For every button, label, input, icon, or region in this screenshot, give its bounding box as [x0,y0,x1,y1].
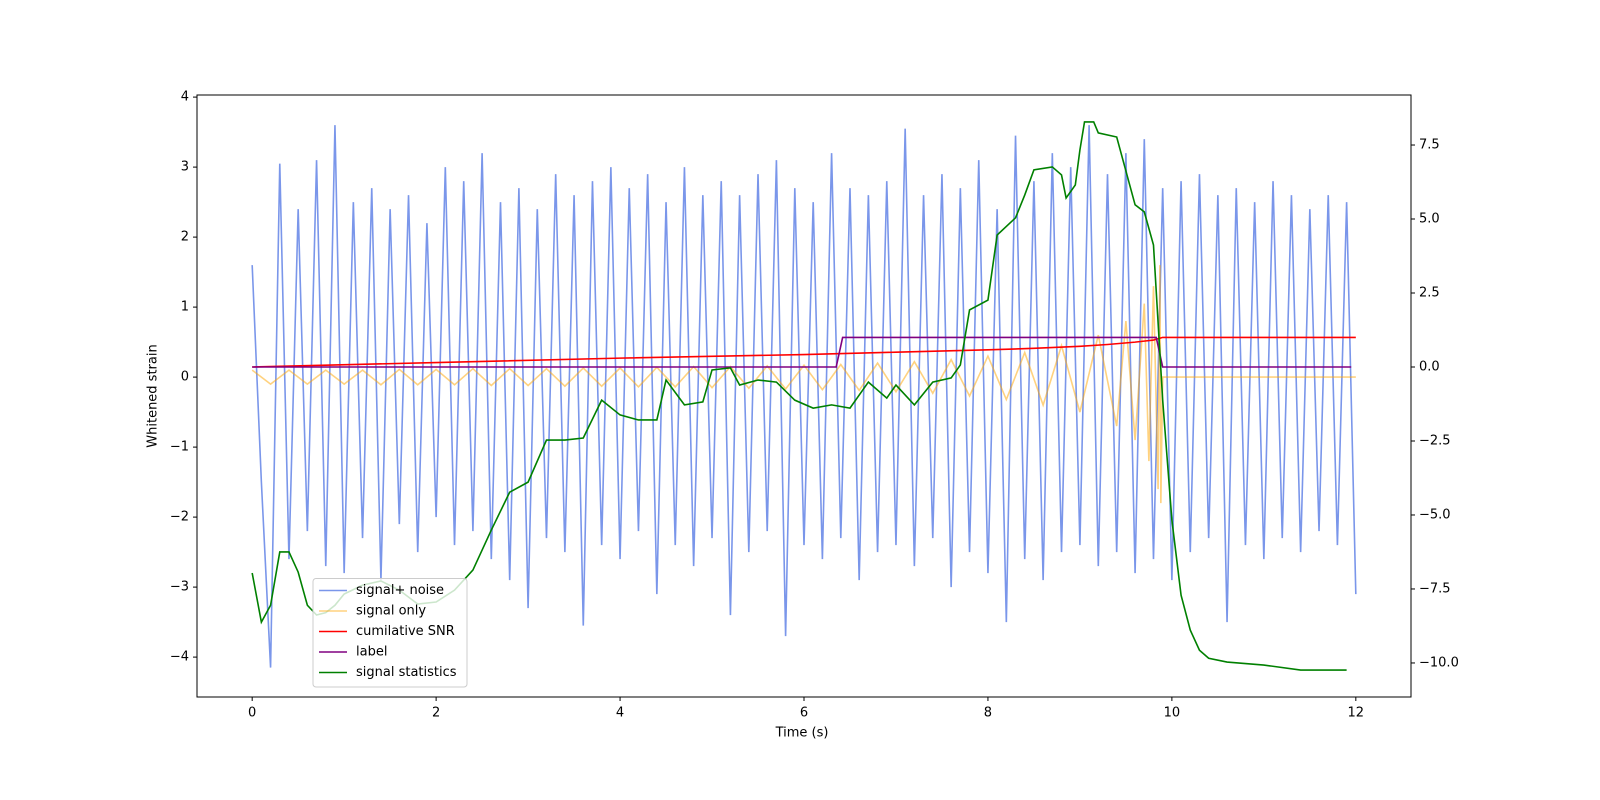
x-tick-label: 6 [800,706,808,721]
y-axis-label: Whitened strain [146,344,161,447]
y-tick-label: −2 [170,510,189,525]
x-tick-label: 0 [248,706,256,721]
series-line [251,125,1357,668]
legend-label: signal only [356,604,426,619]
legend-label: signal+ noise [356,583,444,598]
series-line [251,265,1356,504]
y-tick-label: −4 [170,650,189,665]
series-line [252,336,1352,368]
y-tick-label: 3 [181,160,189,175]
y2-tick-label: −7.5 [1419,581,1451,596]
x-tick-label: 8 [984,706,992,721]
x-tick-label: 4 [616,706,624,721]
legend-label: label [356,645,387,660]
legend-box [312,578,468,688]
x-axis-label: Time (s) [775,726,829,741]
y-tick-label: 0 [181,370,189,385]
y2-tick-label: 5.0 [1419,212,1440,227]
plot-frame [196,94,1412,698]
y2-tick-label: −10.0 [1419,655,1459,670]
y2-tick-label: 0.0 [1419,359,1440,374]
x-tick-label: 10 [1164,706,1181,721]
y-tick-label: 2 [181,230,189,245]
legend-label: signal statistics [356,665,457,680]
y2-tick-label: −5.0 [1419,507,1451,522]
y2-tick-label: 7.5 [1419,138,1440,153]
y2-tick-label: −2.5 [1419,433,1451,448]
y2-tick-label: 2.5 [1419,286,1440,301]
series-line [252,336,1356,368]
y-tick-label: 1 [181,300,189,315]
y-tick-label: 4 [181,90,189,105]
x-tick-label: 2 [432,706,440,721]
legend-label: cumilative SNR [356,624,455,639]
y-tick-label: −1 [170,440,189,455]
x-tick-label: 12 [1348,706,1365,721]
y-tick-label: −3 [170,580,189,595]
